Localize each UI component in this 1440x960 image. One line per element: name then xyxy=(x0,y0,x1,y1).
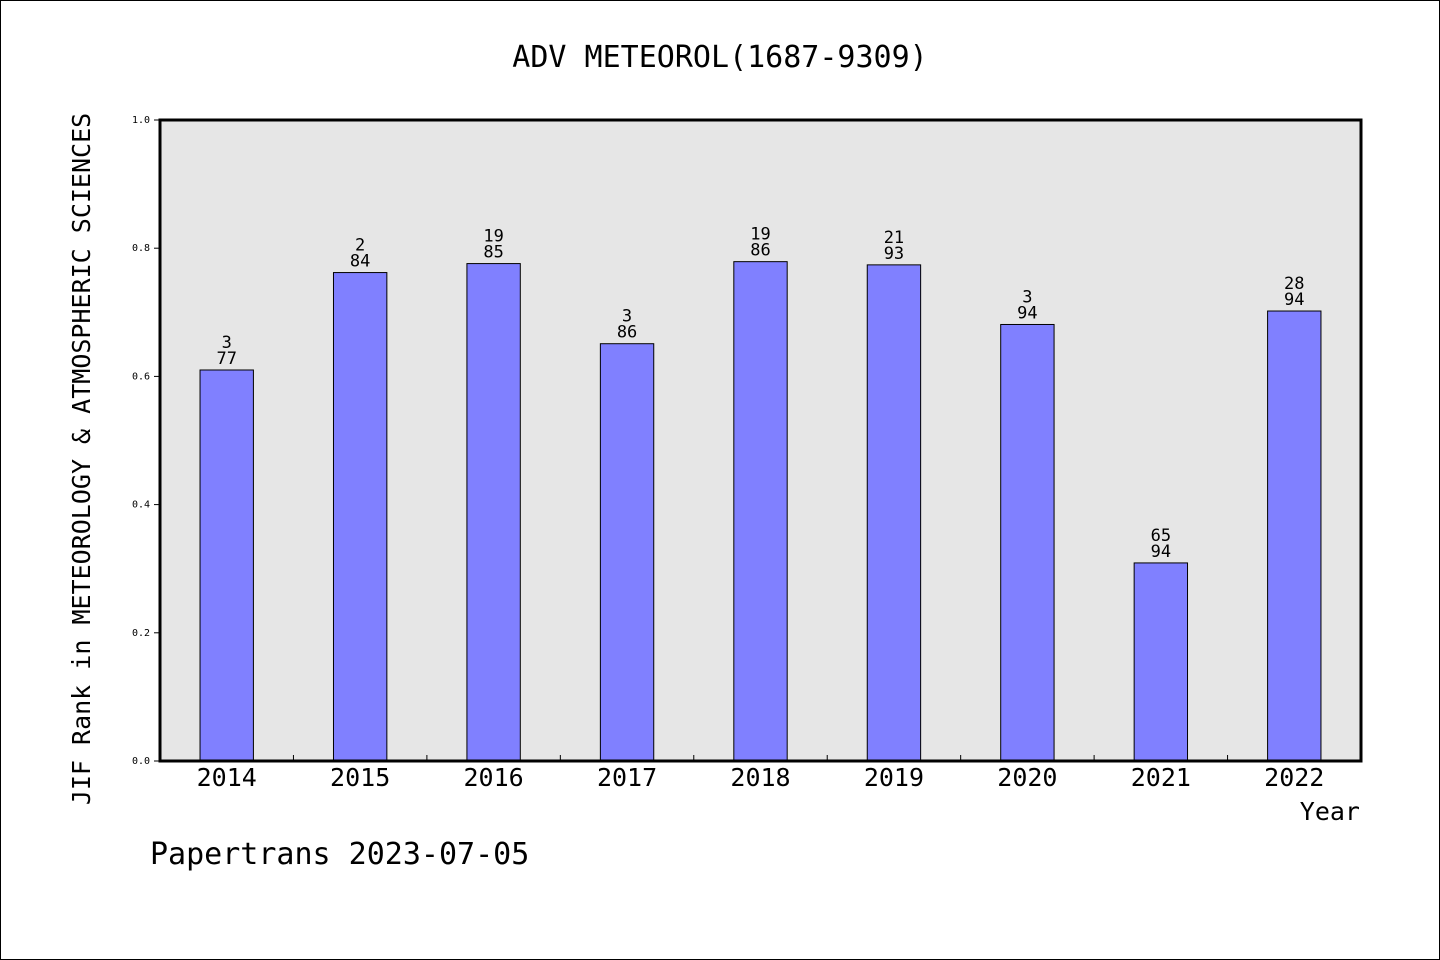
bar-2017 xyxy=(599,343,655,762)
bar-label-total: 86 xyxy=(617,323,637,343)
bar-label-total: 86 xyxy=(750,241,770,261)
chart-title: ADV METEOROL(1687-9309) xyxy=(512,40,927,75)
y-axis-label: JIF Rank in METEOROLOGY & ATMOSPHERIC SC… xyxy=(67,113,96,805)
bar-label-rank: 21 xyxy=(884,228,904,248)
x-tick-label: 2014 xyxy=(197,763,257,792)
bar-2015 xyxy=(332,272,388,762)
bar-2014 xyxy=(199,369,254,762)
y-tick-label: 0.4 xyxy=(132,500,150,511)
x-tick-label: 2016 xyxy=(464,763,524,792)
bar-label-total: 94 xyxy=(1151,542,1171,562)
x-tick-label: 2020 xyxy=(997,763,1057,792)
bar-2018 xyxy=(733,261,788,762)
y-tick-label: 1.0 xyxy=(132,115,150,126)
bar-label-rank: 28 xyxy=(1284,274,1304,294)
footer-credit: Papertrans 2023-07-05 xyxy=(150,837,529,872)
x-axis-label: Year xyxy=(1300,797,1360,826)
y-tick-label: 0.6 xyxy=(132,371,150,382)
x-tick-label: 2015 xyxy=(330,763,390,792)
bar-label-total: 77 xyxy=(216,349,236,369)
bar-series xyxy=(199,261,1322,762)
bar-label-total: 94 xyxy=(1284,290,1304,310)
x-tick-label: 2022 xyxy=(1264,763,1324,792)
bar-label-total: 94 xyxy=(1017,303,1037,323)
bar-2019 xyxy=(866,264,922,762)
x-tick-label: 2017 xyxy=(597,763,657,792)
bar-2020 xyxy=(1000,323,1055,762)
bar-label-rank: 2 xyxy=(355,236,365,256)
bar-label-total: 84 xyxy=(350,252,370,272)
x-tick-label: 2018 xyxy=(730,763,790,792)
bar-label-rank: 3 xyxy=(622,307,632,327)
bar-label-total: 85 xyxy=(483,243,503,263)
bar-label-rank: 3 xyxy=(222,333,232,353)
bar-label-total: 93 xyxy=(884,244,904,264)
bar-2022 xyxy=(1267,310,1322,762)
x-tick-label: 2021 xyxy=(1131,763,1191,792)
bar-2016 xyxy=(466,263,521,762)
bar-label-rank: 3 xyxy=(1022,287,1032,307)
x-tick-label: 2019 xyxy=(864,763,924,792)
y-tick-label: 0.2 xyxy=(132,628,150,639)
bar-label-rank: 19 xyxy=(483,227,503,247)
bar-2021 xyxy=(1133,562,1189,762)
bar-label-rank: 65 xyxy=(1151,526,1171,546)
plot-border xyxy=(158,118,1363,763)
y-tick-label: 0.8 xyxy=(132,243,150,254)
bar-label-rank: 19 xyxy=(750,225,770,245)
x-axis-tick-labels: 2014 2015 2016 2017 2018 2019 2020 2021 2022 xyxy=(197,763,1325,792)
y-tick-label: 0.0 xyxy=(132,756,150,767)
y-axis-ticks: 0.0 0.2 0.4 0.6 0.8 1.0 xyxy=(132,115,160,767)
